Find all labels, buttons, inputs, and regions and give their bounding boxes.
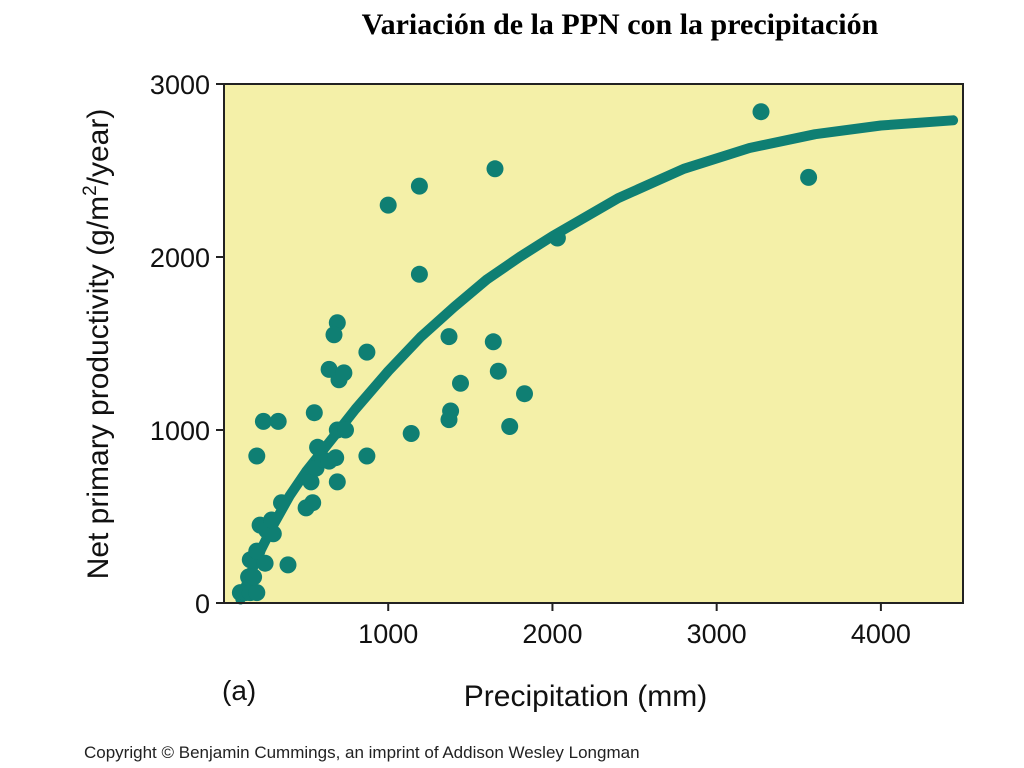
data-point [273, 494, 290, 512]
data-point [452, 374, 469, 392]
data-point [335, 364, 353, 382]
panel-label: (a) [222, 675, 256, 706]
data-point [501, 418, 519, 435]
fit-curve [235, 115, 959, 605]
data-point [410, 177, 428, 195]
data-point [358, 447, 376, 465]
data-point [279, 556, 297, 574]
data-point [256, 554, 274, 572]
data-point [486, 160, 504, 178]
data-point [302, 473, 320, 491]
data-point [264, 525, 282, 543]
data-point [248, 584, 266, 602]
x-axis-label: Precipitation (mm) [464, 680, 707, 713]
data-point [752, 103, 770, 121]
y-tick-label: 1000 [150, 416, 210, 446]
x-tick-label: 1000 [358, 619, 418, 649]
data-point [309, 438, 327, 456]
data-point [548, 229, 566, 247]
data-point [325, 326, 343, 344]
data-point [442, 402, 460, 420]
data-point [379, 196, 397, 214]
copyright-notice: Copyright © Benjamin Cummings, an imprin… [84, 743, 640, 762]
data-point [358, 343, 376, 361]
data-point [269, 412, 287, 430]
fit-curve-layer [235, 115, 959, 605]
x-tick-label: 4000 [851, 619, 911, 649]
data-point [516, 385, 533, 403]
data-point [245, 568, 263, 586]
data-point [327, 449, 345, 467]
y-axis-label: Net primary productivity (g/m2/year) [80, 109, 115, 580]
data-points-layer [231, 103, 818, 602]
plot-frame [223, 83, 964, 604]
y-tick-label: 2000 [150, 243, 210, 273]
y-tick-label: 0 [195, 589, 210, 619]
data-point [305, 404, 323, 422]
data-point [410, 265, 428, 283]
x-tick-label: 2000 [522, 619, 582, 649]
page-title: Variación de la PPN con la precipitación [361, 8, 879, 41]
data-point [337, 421, 354, 439]
data-point [328, 473, 346, 491]
plot-area [224, 84, 963, 603]
data-point [484, 333, 502, 351]
data-point [440, 328, 458, 346]
data-point [263, 511, 281, 529]
axis-ticks-layer: 1000 2000 3000 4000 0 1000 2000 3000 [150, 70, 911, 649]
data-point [489, 362, 507, 380]
data-point [248, 447, 266, 465]
y-tick-label: 3000 [150, 70, 210, 100]
data-point [248, 542, 266, 560]
data-point [402, 425, 420, 442]
data-point [254, 412, 272, 430]
data-point [304, 494, 322, 512]
data-point [800, 168, 818, 186]
x-tick-label: 3000 [687, 619, 747, 649]
